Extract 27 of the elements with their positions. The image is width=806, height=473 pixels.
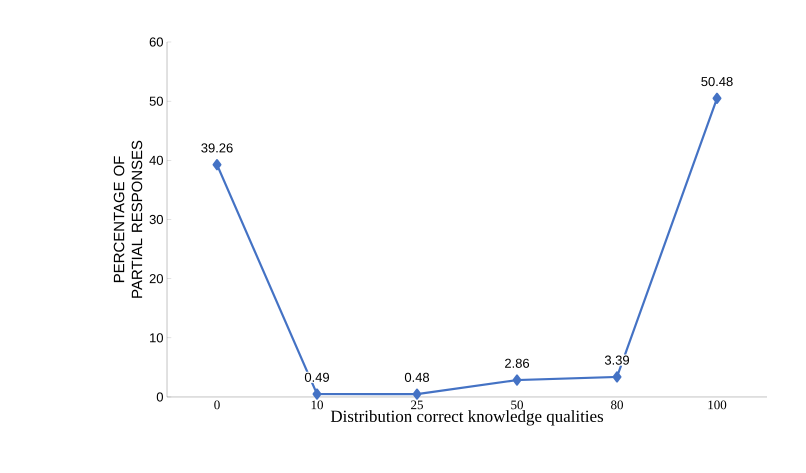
x-tick-label: 25	[411, 400, 423, 410]
x-tick-label: 0	[214, 400, 220, 410]
point	[212, 159, 222, 170]
y-tick-label: 20	[150, 274, 163, 284]
y-tick-label: 10	[150, 333, 163, 342]
data-label: 2.86	[505, 358, 530, 368]
x-tick-label: 10	[312, 400, 323, 410]
point	[712, 92, 722, 104]
x-axis-title: Distribution correct knowledge qualities	[330, 410, 604, 426]
y-tick-label: 60	[150, 37, 163, 47]
y-axis-title: PERCENTAGE OF PARTIAL RESPONSES	[114, 140, 142, 298]
data-label: 39.26	[201, 143, 233, 152]
data-label: 0.49	[304, 372, 329, 382]
y-tick-label: 30	[150, 214, 163, 224]
x-tick-label: 80	[611, 400, 623, 410]
y-tick-label: 0	[156, 392, 163, 402]
x-tick-label: 100	[708, 400, 726, 410]
y-tick-label: 50	[150, 96, 163, 106]
data-label: 3.39	[604, 356, 629, 365]
x-tick-label: 50	[511, 400, 523, 410]
point	[312, 388, 322, 400]
point	[412, 388, 422, 400]
data-label: 0.48	[404, 372, 430, 382]
point	[612, 371, 622, 383]
y-tick-label: 40	[149, 156, 163, 165]
point	[512, 374, 522, 386]
data-label: 50.48	[701, 76, 733, 86]
